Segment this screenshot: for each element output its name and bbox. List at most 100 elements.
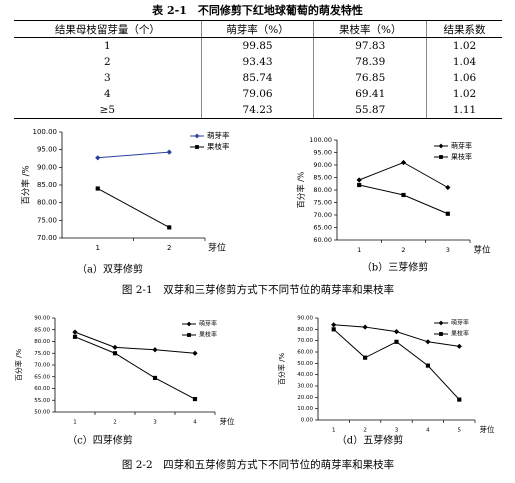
marker	[112, 344, 118, 350]
y-tick-label: 50.00	[34, 410, 50, 416]
x-tick-label: 1	[96, 244, 100, 252]
table-row: 4 79.06 69.41 1.02	[14, 86, 502, 102]
y-tick-label: 80.00	[297, 327, 313, 333]
y-tick-label: 50.00	[297, 361, 313, 367]
table-row: 1 99.85 97.83 1.02	[14, 37, 502, 54]
y-tick-label: 80.00	[313, 186, 332, 194]
y-tick-label: 90.00	[313, 161, 332, 169]
table: 结果母枝留芽量（个） 萌芽率（%） 果枝率（%） 结果系数 1 99.85 97.83 1.0…	[14, 20, 502, 119]
marker	[393, 329, 400, 335]
table-cell: 69.41	[313, 86, 427, 102]
y-tick-label: 75.00	[34, 351, 50, 357]
x-axis-label: 芽位	[208, 242, 226, 254]
marker	[192, 350, 198, 356]
x-tick-label: 1	[357, 246, 361, 254]
x-tick-label: 3	[446, 246, 450, 254]
y-axis-label: 百分率 /%	[14, 349, 23, 382]
table-row: 结果母枝留芽量（个） 萌芽率（%） 果枝率（%） 结果系数	[14, 20, 502, 38]
y-tick-label: 65.00	[34, 374, 50, 380]
x-tick-label: 5	[458, 428, 462, 434]
table-row: 3 85.74 76.85 1.06	[14, 70, 502, 86]
legend-label: 果枝率	[451, 330, 469, 338]
y-tick-label: 95.00	[37, 146, 57, 154]
marker	[167, 225, 172, 230]
figure-caption: 图 2-2 四芽和五芽修剪方式下不同节位的萌芽率和果枝率	[122, 458, 394, 471]
table-cell: 1.11	[426, 102, 502, 119]
table-cell: 74.23	[200, 102, 314, 119]
table-cell: 1	[104, 40, 111, 52]
y-tick-label: 70.00	[313, 211, 332, 219]
y-tick-label: 60.00	[34, 386, 50, 392]
marker	[152, 375, 158, 381]
x-tick-label: 4	[193, 420, 197, 426]
table-cell: 1.04	[426, 54, 502, 70]
x-tick-label: 2	[113, 420, 117, 426]
table-cell: ≥5	[14, 102, 202, 119]
marker	[438, 320, 444, 326]
marker	[331, 327, 336, 332]
legend-label: 萌芽率	[207, 130, 230, 140]
y-tick-label: 80.00	[37, 199, 57, 207]
marker	[438, 143, 444, 149]
y-axis-label: 百分率 /%	[21, 165, 32, 204]
marker	[186, 321, 192, 327]
y-tick-label: 85.00	[37, 181, 57, 189]
caption: （d）五芽修剪	[337, 434, 403, 447]
marker	[166, 149, 172, 155]
legend-label: 果枝率	[199, 331, 217, 339]
series-line	[358, 161, 449, 188]
x-tick-label: 2	[363, 428, 367, 434]
legend-label: 萌芽率	[451, 141, 472, 150]
marker	[112, 351, 118, 356]
y-tick-label: 55.00	[34, 398, 50, 404]
y-tick-label: 90.00	[34, 316, 50, 322]
y-tick-label: 40.00	[297, 372, 313, 378]
x-axis-label: 芽位	[220, 416, 235, 426]
table-cell: 76.85	[313, 70, 427, 86]
table-cell: 78.39	[313, 54, 427, 70]
y-tick-label: 85.00	[34, 327, 50, 333]
table-cell: 55.87	[313, 102, 427, 119]
caption: （b）三芽修剪	[362, 261, 428, 274]
y-tick-label: 60.00	[313, 236, 332, 244]
table-row: 2 93.43 78.39 1.04	[14, 54, 502, 70]
y-tick-label: 95.00	[313, 149, 332, 157]
y-tick-label: 60.00	[297, 350, 313, 356]
marker	[439, 332, 443, 336]
x-tick-label: 4	[426, 428, 430, 434]
marker	[401, 192, 406, 198]
marker	[363, 355, 368, 360]
x-tick-label: 1	[73, 420, 77, 426]
y-tick-label: 100.00	[309, 136, 332, 144]
table-cell: 93.43	[200, 54, 314, 70]
y-tick-label: 0.00	[301, 418, 314, 424]
marker	[356, 177, 362, 183]
table-cell: 萌芽率（%）	[200, 20, 314, 38]
marker	[445, 184, 451, 191]
series-line	[359, 184, 449, 215]
marker	[362, 324, 368, 330]
marker	[72, 329, 78, 335]
x-tick-label: 1	[332, 428, 336, 434]
legend-label: 果枝率	[207, 141, 230, 151]
marker	[425, 363, 430, 368]
x-tick-label: 3	[395, 428, 399, 434]
table-cell: 2	[104, 56, 111, 68]
marker	[425, 339, 431, 345]
table-cell: 4	[104, 88, 111, 100]
table-cell: 1.02	[426, 37, 502, 54]
x-axis-label: 芽位	[473, 245, 491, 256]
marker	[194, 133, 200, 139]
table-title: 表 2-1 不同修剪下红地球葡萄的萌发特性	[152, 4, 363, 17]
y-tick-label: 10.00	[297, 406, 313, 412]
marker	[439, 155, 443, 159]
caption: （c）四芽修剪	[67, 434, 133, 447]
table-cell: 结果母枝留芽量（个）	[14, 20, 202, 38]
table-cell: 结果系数	[426, 20, 502, 38]
series-line	[97, 188, 170, 228]
y-tick-label: 100.00	[33, 128, 58, 136]
marker	[152, 347, 158, 353]
y-tick-label: 80.00	[34, 339, 50, 345]
y-tick-label: 70.00	[34, 363, 50, 369]
